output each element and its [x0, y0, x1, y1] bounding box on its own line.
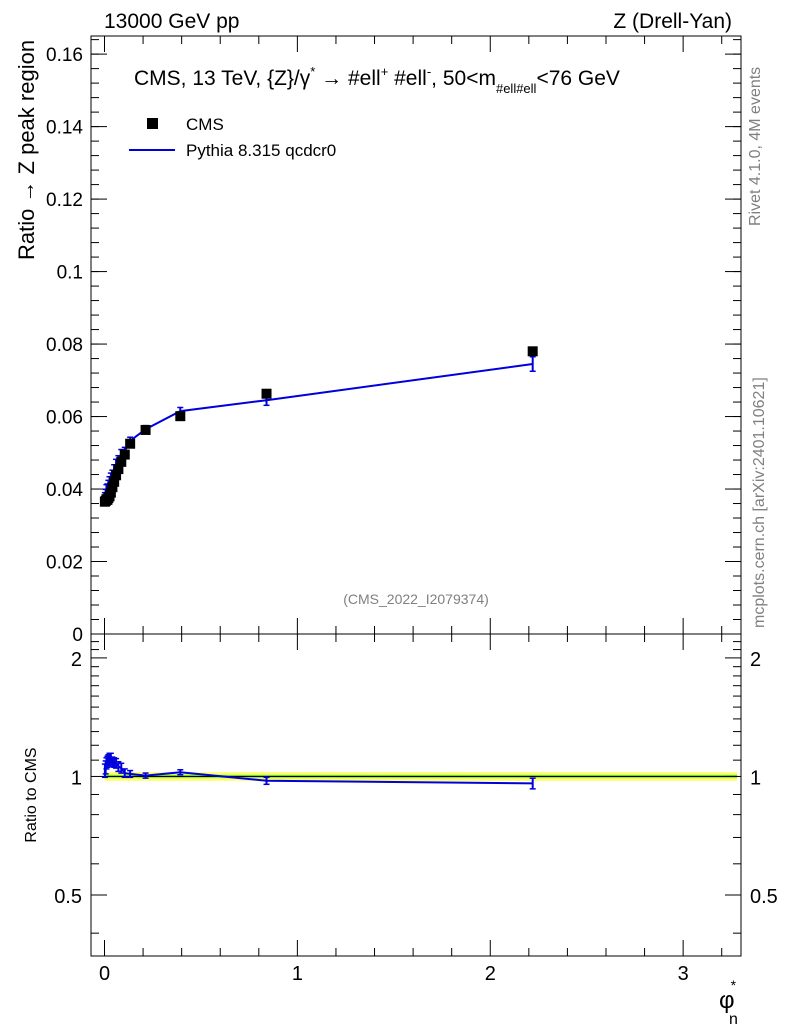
- cms-data-point: [527, 346, 538, 357]
- main-title: CMS, 13 TeV, {Z}/γ* → #ell+ #ell-, 50<m#…: [134, 64, 620, 96]
- rivet-label: Rivet 4.1.0, 4M events: [747, 67, 764, 226]
- cms-data-point: [119, 449, 130, 460]
- ratio-y-tick-label-left: 2: [71, 649, 82, 671]
- ratio-frame: [90, 633, 742, 957]
- ratio-panel: 0.5 0.5 1 1 2 2 0 1 2 3 Ratio to CMS: [23, 633, 778, 985]
- ratio-axis-ticks: [91, 634, 741, 956]
- x-tick-labels: 0 1 2 3: [99, 963, 689, 985]
- cms-data-point: [105, 487, 116, 498]
- header-right: Z (Drell-Yan): [613, 10, 732, 33]
- legend-cms-marker: [147, 118, 158, 129]
- analysis-watermark: (CMS_2022_I2079374): [343, 591, 489, 607]
- cms-data-point: [111, 470, 122, 481]
- x-tick-label: 1: [292, 963, 303, 985]
- ratio-marks: [101, 752, 536, 790]
- ratio-y-axis-label: Ratio to CMS: [23, 747, 40, 842]
- main-y-tick-label: 0.1: [57, 263, 83, 284]
- main-y-tick-label: 0.02: [46, 553, 83, 574]
- main-axis-ticks: [91, 36, 741, 635]
- ratio-y-tick-labels: 0.5 0.5 1 1 2 2: [54, 649, 778, 908]
- ratio-y-tick-label-left: 1: [71, 767, 82, 789]
- cms-data-point: [107, 482, 118, 493]
- main-y-tick-label: 0.12: [46, 190, 83, 211]
- main-marks: [99, 346, 538, 507]
- main-y-tick-label: 0.08: [46, 335, 83, 356]
- cms-data-point: [175, 411, 186, 422]
- mc-series-line: [103, 363, 533, 498]
- main-y-tick-labels: 0 0.02 0.04 0.06 0.08 0.1 0.12 0.14 0.16: [46, 45, 83, 646]
- mcplots-label: mcplots.cern.ch [arXiv:2401.10621]: [751, 377, 768, 628]
- legend-cms-label: CMS: [186, 115, 224, 134]
- ratio-y-tick-label-left: 0.5: [54, 886, 82, 908]
- ratio-y-tick-label-right: 1: [750, 767, 761, 789]
- main-panel: 0 0.02 0.04 0.06 0.08 0.1 0.12 0.14 0.16 Ratio →…: [14, 35, 742, 646]
- legend: CMS Pythia 8.315 qcdcr0: [129, 115, 336, 160]
- main-y-tick-label: 0.14: [46, 118, 83, 139]
- cms-data-point: [125, 438, 136, 449]
- cms-data-point: [261, 388, 272, 399]
- x-axis-label: φ* η: [719, 977, 738, 1024]
- main-y-tick-label: 0.04: [46, 480, 83, 501]
- legend-mc-label: Pythia 8.315 qcdcr0: [186, 141, 336, 160]
- x-tick-label: 0: [99, 963, 110, 985]
- cms-data-point: [109, 476, 120, 487]
- x-tick-label: 3: [678, 963, 689, 985]
- cms-data-point: [113, 464, 124, 475]
- cms-data-point: [140, 424, 151, 435]
- cms-data-point: [116, 456, 127, 467]
- main-y-tick-label: 0: [72, 625, 83, 646]
- ratio-y-tick-label-right: 2: [750, 649, 761, 671]
- x-tick-label: 2: [485, 963, 496, 985]
- ratio-y-tick-label-right: 0.5: [750, 886, 778, 908]
- main-y-tick-label: 0.16: [46, 45, 83, 66]
- ratio-band: [104, 772, 738, 781]
- main-y-tick-label: 0.06: [46, 408, 83, 429]
- header-left: 13000 GeV pp: [104, 10, 239, 33]
- main-y-axis-label: Ratio → Z peak region: [14, 40, 39, 260]
